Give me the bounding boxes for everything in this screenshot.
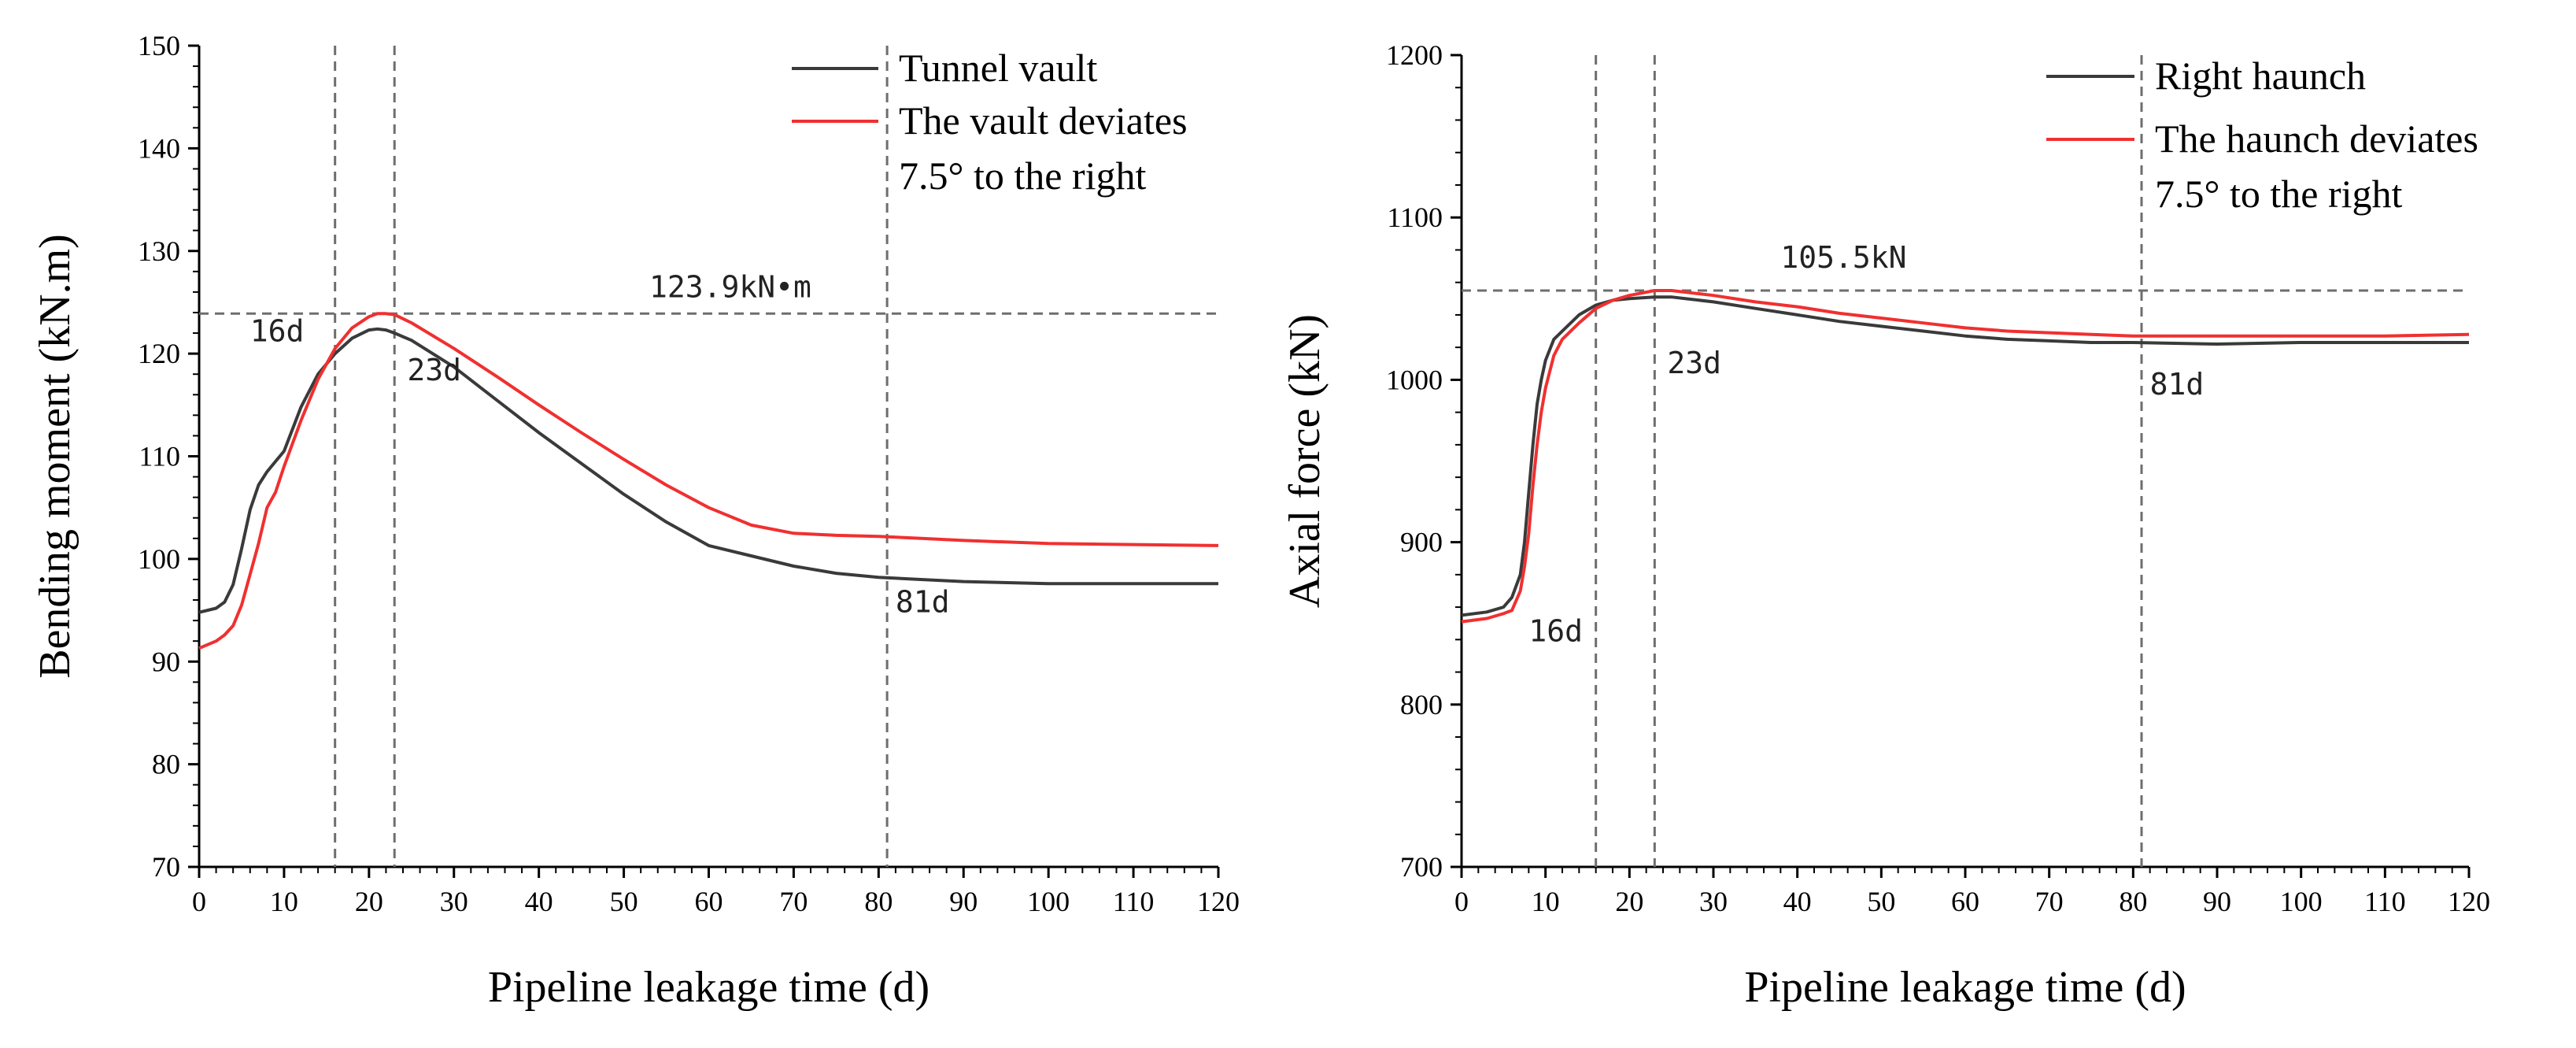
legend-label: The vault deviates [899,98,1188,143]
x-tick-label: 40 [525,886,553,917]
x-tick-label: 110 [2364,886,2406,917]
x-tick-label: 60 [695,886,723,917]
y-tick-label: 700 [1400,851,1443,883]
y-tick-label: 80 [152,749,180,780]
y-tick-label: 110 [139,441,180,472]
legend-entry-2: The vault deviates 7.5° to the right [792,98,1188,198]
legend-label: 7.5° to the right [899,154,1147,198]
x-tick-label: 0 [1454,886,1469,917]
y-axis-title: Axial force (kN) [1281,314,1329,608]
y-tick-label: 150 [138,30,180,61]
y-tick-label: 130 [138,235,180,267]
x-tick-label: 70 [2035,886,2064,917]
x-axis-title: Pipeline leakage time (d) [488,963,930,1012]
series-line-2 [198,312,1219,650]
y-tick-label: 90 [152,646,180,677]
y-tick-label: 120 [138,338,180,369]
annotation-label: 81d [2150,367,2205,402]
x-tick-label: 10 [270,886,298,917]
x-tick-label: 30 [1699,886,1728,917]
x-tick-label: 120 [2448,886,2490,917]
y-tick-label: 100 [138,543,180,575]
x-tick-label: 50 [1867,886,1895,917]
annotation-label: 23d [1667,346,1721,380]
annotation-label: 16d [1528,613,1583,648]
annotation-label: 123.9kN•m [649,269,811,304]
legend: Tunnel vault The vault deviates 7.5° to th… [792,46,1188,198]
x-tick-label: 100 [2280,886,2323,917]
x-tick-label: 90 [2203,886,2231,917]
x-tick-label: 60 [1951,886,1979,917]
legend-entry-1: Right haunch [2046,54,2366,98]
x-axis-title: Pipeline leakage time (d) [1744,963,2186,1012]
x-tick-label: 30 [440,886,468,917]
y-tick-label: 1100 [1387,202,1443,233]
y-tick-label: 140 [138,132,180,164]
annotation-label: 81d [896,585,950,620]
x-tick-label: 80 [2119,886,2147,917]
annotation-label: 23d [407,353,461,387]
x-tick-label: 70 [779,886,808,917]
annotation-label: 16d [250,313,305,348]
legend: Right haunch The haunch deviates 7.5° to t… [2046,54,2478,216]
y-tick-label: 800 [1400,689,1443,720]
legend-entry-1: Tunnel vault [792,46,1097,90]
legend-label: The haunch deviates [2155,117,2478,161]
y-axis-title: Bending moment (kN.m) [31,234,79,679]
y-tick-label: 900 [1400,527,1443,558]
annotation-label: 105.5kN [1780,240,1906,275]
x-tick-label: 90 [949,886,978,917]
x-tick-label: 50 [610,886,638,917]
series-line-1 [198,327,1218,614]
series-line-2 [1461,289,2470,624]
series-line-1 [1461,295,2469,617]
y-tick-label: 1000 [1386,364,1443,395]
x-tick-label: 40 [1783,886,1812,917]
bending-moment-chart: 70 80 90 100 110 120 130 140 150 0 10 20 30 40 50 60 70 8… [31,30,1240,1012]
x-tick-label: 10 [1532,886,1560,917]
legend-label: Tunnel vault [899,46,1097,90]
x-tick-label: 100 [1027,886,1070,917]
x-tick-label: 0 [192,886,206,917]
legend-label: Right haunch [2155,54,2366,98]
y-tick-label: 1200 [1386,39,1443,71]
legend-entry-2: The haunch deviates 7.5° to the right [2046,117,2478,216]
x-tick-label: 80 [864,886,893,917]
legend-label: 7.5° to the right [2155,172,2403,216]
axial-force-chart: 700 800 900 1000 1100 1200 0 10 20 30 40 50 60 70 80 90… [1281,39,2490,1012]
x-tick-label: 110 [1113,886,1155,917]
x-tick-label: 20 [355,886,383,917]
x-tick-label: 20 [1615,886,1643,917]
y-tick-label: 70 [152,851,180,883]
x-tick-label: 120 [1197,886,1240,917]
